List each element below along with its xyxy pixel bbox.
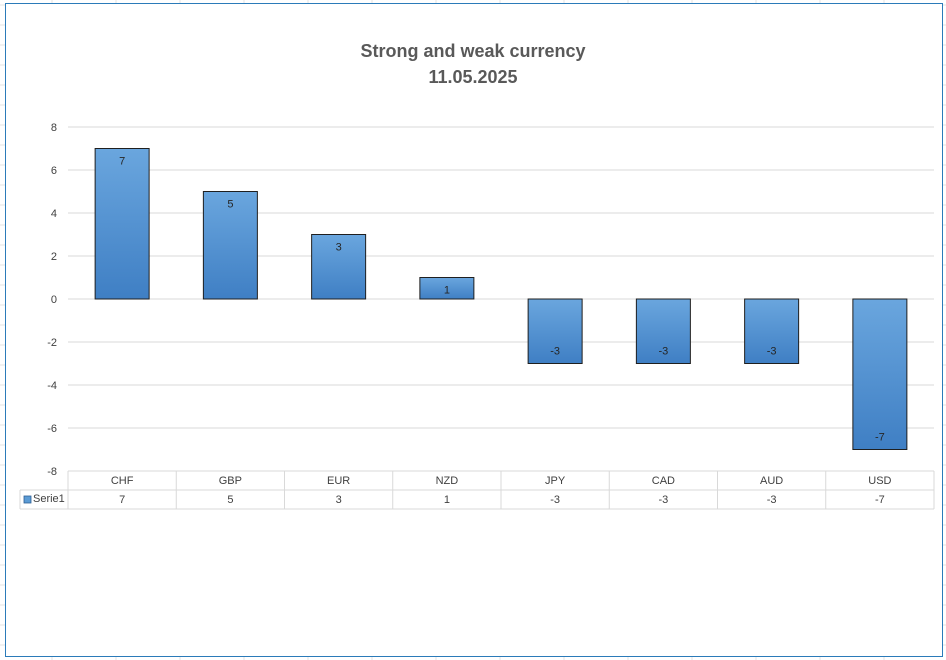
bar-data-label: 5: [227, 199, 233, 211]
x-tick-label: CHF: [111, 475, 134, 487]
data-table: CHF 7 GBP 5 EUR 3 NZD 1 JPY -3 CAD -3 AUD -3 USD -7 Seri…: [19, 470, 935, 510]
chart-title: Strong and weak currency: [360, 41, 585, 61]
bar: [311, 234, 367, 300]
x-tick-label: NZD: [436, 475, 459, 487]
x-tick-label: CAD: [652, 475, 675, 487]
bar: [744, 298, 800, 364]
x-tick-label: GBP: [219, 475, 242, 487]
bar-data-label: 7: [119, 156, 125, 168]
table-cell-value: -3: [767, 494, 777, 506]
legend-swatch: [23, 495, 32, 504]
bar-data-label: 3: [336, 242, 342, 254]
y-tick-label: 0: [51, 294, 57, 306]
bar: [527, 298, 583, 364]
chart-subtitle: 11.05.2025: [428, 67, 517, 87]
bar: [419, 277, 475, 300]
table-cell-value: 7: [119, 494, 125, 506]
y-tick-label: -2: [47, 337, 57, 349]
x-tick-label: EUR: [327, 475, 350, 487]
bar: [94, 148, 150, 300]
bar-data-label: -3: [658, 346, 668, 358]
table-cell-value: 5: [227, 494, 233, 506]
table-cell-value: -3: [550, 494, 560, 506]
gridlines: [68, 126, 934, 472]
y-tick-label: 2: [51, 251, 57, 263]
bar: [202, 191, 258, 300]
table-cell-value: 3: [336, 494, 342, 506]
y-tick-label: 8: [51, 122, 57, 134]
y-tick-label: 6: [51, 165, 57, 177]
y-tick-label: -6: [47, 423, 57, 435]
table-cell-value: -7: [875, 494, 885, 506]
bar: [852, 298, 908, 450]
x-tick-label: JPY: [545, 475, 566, 487]
bar-data-label: -3: [767, 346, 777, 358]
y-tick-label: -8: [47, 466, 57, 478]
x-tick-label: USD: [868, 475, 891, 487]
bars: 7 5 3 1 -3 -3 -3 -7: [94, 148, 908, 450]
x-tick-label: AUD: [760, 475, 783, 487]
y-tick-label: 4: [51, 208, 57, 220]
bar-data-label: -3: [550, 346, 560, 358]
y-tick-label: -4: [47, 380, 57, 392]
bar-data-label: -7: [875, 432, 885, 444]
table-cell-value: 1: [444, 494, 450, 506]
bar: [635, 298, 691, 364]
y-axis-ticks: 8 6 4 2 0 -2 -4 -6 -8: [47, 122, 57, 478]
table-cell-value: -3: [658, 494, 668, 506]
legend-series-name: Serie1: [33, 493, 65, 505]
bar-data-label: 1: [444, 285, 450, 297]
